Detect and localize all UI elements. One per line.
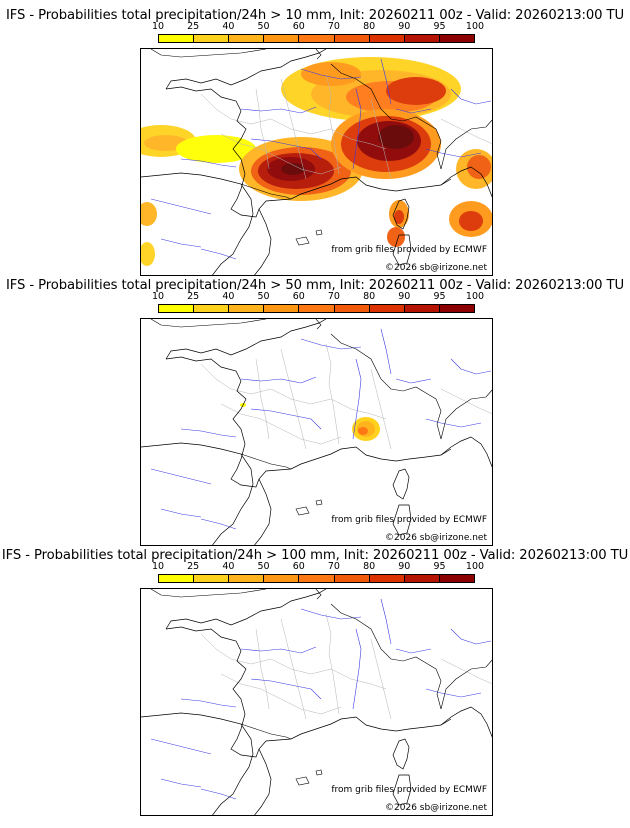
colorbar-segment <box>159 35 195 42</box>
colorbar-segment <box>229 575 265 582</box>
precipitation-field <box>240 403 380 441</box>
colorbar-segment <box>334 35 370 42</box>
precipitation-field <box>141 57 492 266</box>
colorbar-tick: 40 <box>222 561 235 572</box>
map-10mm: from grib files provided by ECMWF ©2026 … <box>140 48 493 276</box>
colorbar-tick: 40 <box>222 21 235 32</box>
map-100mm: from grib files provided by ECMWF ©2026 … <box>140 588 493 816</box>
colorbar-tick: 60 <box>292 561 305 572</box>
colorbar-tick: 90 <box>398 561 411 572</box>
colorbar-tick: 50 <box>257 561 270 572</box>
colorbar-tick: 25 <box>187 561 200 572</box>
colorbar-segment <box>194 35 230 42</box>
colorbar-tick: 25 <box>187 291 200 302</box>
colorbar-tick: 95 <box>433 291 446 302</box>
colorbar-tick: 40 <box>222 291 235 302</box>
colorbar-segment <box>439 575 474 582</box>
colorbar-tick-labels: 10 25 40 50 60 70 80 90 95 100 <box>152 21 484 33</box>
colorbar-segment <box>369 305 405 312</box>
colorbar-segment <box>404 305 440 312</box>
colorbar-segment <box>334 575 370 582</box>
credit-copyright: ©2026 sb@irizone.net <box>385 803 487 813</box>
colorbar-segment <box>299 575 335 582</box>
colorbar-segment <box>369 35 405 42</box>
colorbar-segment <box>194 305 230 312</box>
colorbar-tick: 60 <box>292 291 305 302</box>
colorbar-tick: 70 <box>327 561 340 572</box>
colorbar-tick: 60 <box>292 21 305 32</box>
panel-title: IFS - Probabilities total precipitation/… <box>5 8 625 23</box>
colorbar-segment <box>369 575 405 582</box>
colorbar-tick: 90 <box>398 21 411 32</box>
colorbar-tick: 100 <box>465 561 485 572</box>
credit-copyright: ©2026 sb@irizone.net <box>385 533 487 543</box>
forecast-panel-50mm: IFS - Probabilities total precipitation/… <box>0 278 630 554</box>
colorbar-segment <box>404 575 440 582</box>
colorbar-tick: 50 <box>257 291 270 302</box>
colorbar <box>158 34 475 43</box>
forecast-panel-100mm: IFS - Probabilities total precipitation/… <box>0 548 630 824</box>
colorbar-segment <box>334 305 370 312</box>
colorbar-tick: 80 <box>363 291 376 302</box>
colorbar-segment <box>229 305 265 312</box>
colorbar <box>158 304 475 313</box>
credit-copyright: ©2026 sb@irizone.net <box>385 263 487 273</box>
colorbar-segment <box>264 575 300 582</box>
colorbar-tick: 50 <box>257 21 270 32</box>
colorbar-segment <box>299 305 335 312</box>
panel-title: IFS - Probabilities total precipitation/… <box>5 278 625 293</box>
colorbar-tick: 95 <box>433 561 446 572</box>
colorbar-tick: 80 <box>363 21 376 32</box>
colorbar-segment <box>159 305 195 312</box>
colorbar-tick: 70 <box>327 21 340 32</box>
colorbar-segment <box>404 35 440 42</box>
colorbar-tick-labels: 10 25 40 50 60 70 80 90 95 100 <box>152 291 484 303</box>
colorbar-segment <box>159 575 195 582</box>
colorbar-segment <box>439 35 474 42</box>
colorbar-segment <box>264 305 300 312</box>
map-50mm: from grib files provided by ECMWF ©2026 … <box>140 318 493 546</box>
colorbar-tick: 70 <box>327 291 340 302</box>
colorbar <box>158 574 475 583</box>
colorbar-tick: 95 <box>433 21 446 32</box>
colorbar-segment <box>439 305 474 312</box>
credit-source: from grib files provided by ECMWF <box>331 515 487 525</box>
colorbar-tick: 25 <box>187 21 200 32</box>
colorbar-tick-labels: 10 25 40 50 60 70 80 90 95 100 <box>152 561 484 573</box>
colorbar-tick: 100 <box>465 21 485 32</box>
colorbar-tick: 80 <box>363 561 376 572</box>
panel-title: IFS - Probabilities total precipitation/… <box>1 548 629 563</box>
colorbar-segment <box>264 35 300 42</box>
colorbar-tick: 90 <box>398 291 411 302</box>
colorbar-tick: 100 <box>465 291 485 302</box>
forecast-panel-10mm: IFS - Probabilities total precipitation/… <box>0 8 630 284</box>
colorbar-segment <box>229 35 265 42</box>
credit-source: from grib files provided by ECMWF <box>331 245 487 255</box>
colorbar-segment <box>299 35 335 42</box>
colorbar-tick: 10 <box>151 21 165 32</box>
colorbar-tick: 10 <box>151 561 165 572</box>
colorbar-segment <box>194 575 230 582</box>
credit-source: from grib files provided by ECMWF <box>331 785 487 795</box>
colorbar-tick: 10 <box>151 291 165 302</box>
